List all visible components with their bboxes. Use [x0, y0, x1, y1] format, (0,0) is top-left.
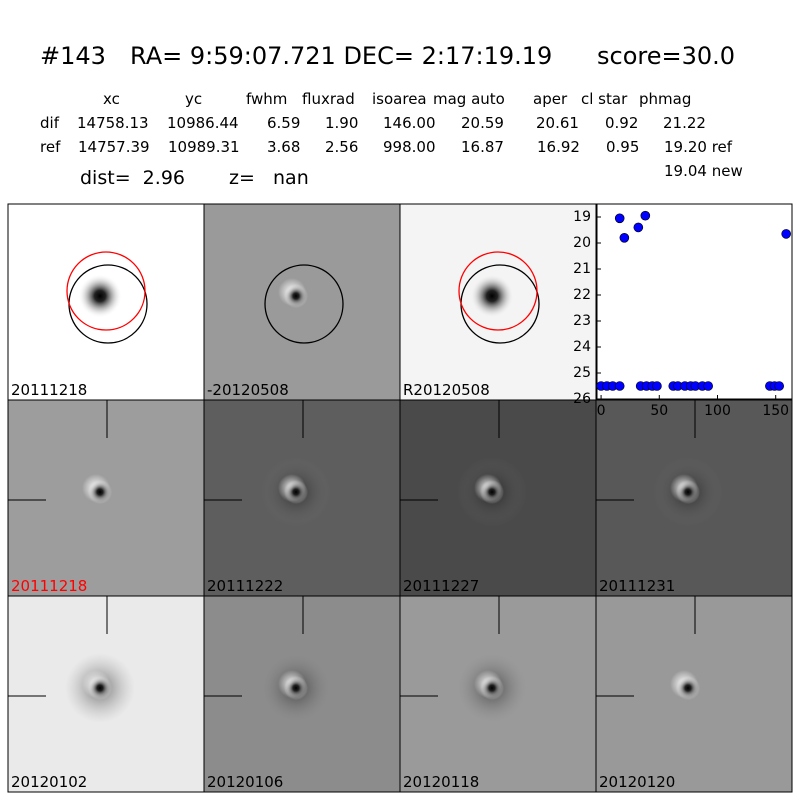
table-cell: 146.00	[383, 114, 436, 132]
star	[480, 480, 504, 504]
y-tick-label: 20	[573, 235, 591, 251]
table-cell: 20.59	[461, 114, 504, 132]
column-header: fluxrad	[302, 90, 355, 108]
panel-label: 20111231	[599, 577, 675, 595]
star	[78, 274, 122, 318]
column-header: aper	[533, 90, 568, 108]
star	[480, 676, 504, 700]
star	[284, 480, 308, 504]
point	[619, 233, 630, 243]
star	[284, 676, 308, 700]
table-cell: 20.61	[536, 114, 579, 132]
panel-label: 20120102	[11, 773, 87, 791]
table-cell: ref	[40, 138, 61, 156]
column-header: yc	[185, 90, 202, 108]
star	[88, 676, 112, 700]
point	[633, 222, 644, 233]
point	[614, 381, 625, 391]
point	[781, 229, 791, 239]
ref-aperture	[66, 251, 146, 331]
column-header: phmag	[639, 90, 691, 108]
x-tick-label: 100	[704, 403, 731, 419]
star	[676, 480, 700, 504]
panel-label: 20111222	[207, 577, 283, 595]
panel-label: R20120508	[403, 381, 490, 399]
column-header: mag auto	[433, 90, 505, 108]
point	[703, 381, 713, 391]
plot-area	[596, 203, 793, 400]
y-tick-label: 23	[573, 313, 591, 329]
table-cell: dif	[40, 114, 60, 132]
table-cell: 6.59	[267, 114, 300, 132]
panel-label: 20120106	[207, 773, 283, 791]
scatter-plot: 19 20 21 22 23 24 25 26 0 50 100 150	[573, 203, 793, 419]
table-cell: 2.56	[325, 138, 358, 156]
panel-label: 20111227	[403, 577, 479, 595]
dist: dist= 2.96	[80, 167, 185, 189]
y-tick-label: 19	[573, 209, 591, 225]
table-cell: 0.95	[606, 138, 639, 156]
table-cell: 1.90	[325, 114, 358, 132]
star	[284, 284, 308, 308]
table-cell: 21.22	[663, 114, 706, 132]
z: z= nan	[229, 167, 309, 189]
y-tick-label: 26	[573, 391, 591, 407]
table-cell: 16.87	[461, 138, 504, 156]
point	[774, 381, 784, 391]
table-cell: 14757.39	[78, 138, 150, 156]
y-tick-label: 25	[573, 365, 591, 381]
table-cell: 998.00	[383, 138, 436, 156]
panel-label: -20120508	[207, 381, 289, 399]
x-tick-label: 50	[650, 403, 668, 419]
x-tick-label: 150	[762, 403, 789, 419]
point	[614, 213, 625, 224]
y-tick-label: 21	[573, 261, 591, 277]
object-id: #143	[40, 42, 106, 70]
column-header: isoarea	[372, 90, 427, 108]
panel-label: 20120120	[599, 773, 675, 791]
star	[470, 274, 514, 318]
table-cell: 0.92	[605, 114, 638, 132]
score: score=30.0	[597, 42, 735, 70]
new-mag: 19.04 new	[664, 162, 743, 180]
panels: 20111218 -20120508 R20120508 20111218 201112…	[7, 203, 793, 793]
column-header: xc	[103, 90, 120, 108]
panel-label: 20111218	[11, 577, 87, 595]
table-cell: 16.92	[537, 138, 580, 156]
point	[640, 210, 651, 221]
table-cell: 19.20 ref	[664, 138, 733, 156]
aperture	[264, 264, 344, 344]
panel-label: 20120118	[403, 773, 479, 791]
point	[652, 381, 662, 391]
x-tick-label: 0	[597, 403, 606, 419]
table-cell: 14758.13	[77, 114, 149, 132]
column-header: fwhm	[246, 90, 287, 108]
coords: RA= 9:59:07.721 DEC= 2:17:19.19	[130, 42, 552, 70]
column-header: cl star	[581, 90, 628, 108]
table: xc yc fwhm fluxrad isoarea mag auto aper cl sta…	[40, 90, 733, 156]
ref-aperture	[458, 251, 538, 331]
panel-label: 20111218	[11, 381, 87, 399]
star	[88, 480, 112, 504]
table-cell: 3.68	[267, 138, 300, 156]
star	[676, 676, 700, 700]
y-tick-label: 22	[573, 287, 591, 303]
table-cell: 10989.31	[168, 138, 240, 156]
y-tick-label: 24	[573, 339, 591, 355]
table-cell: 10986.44	[167, 114, 239, 132]
